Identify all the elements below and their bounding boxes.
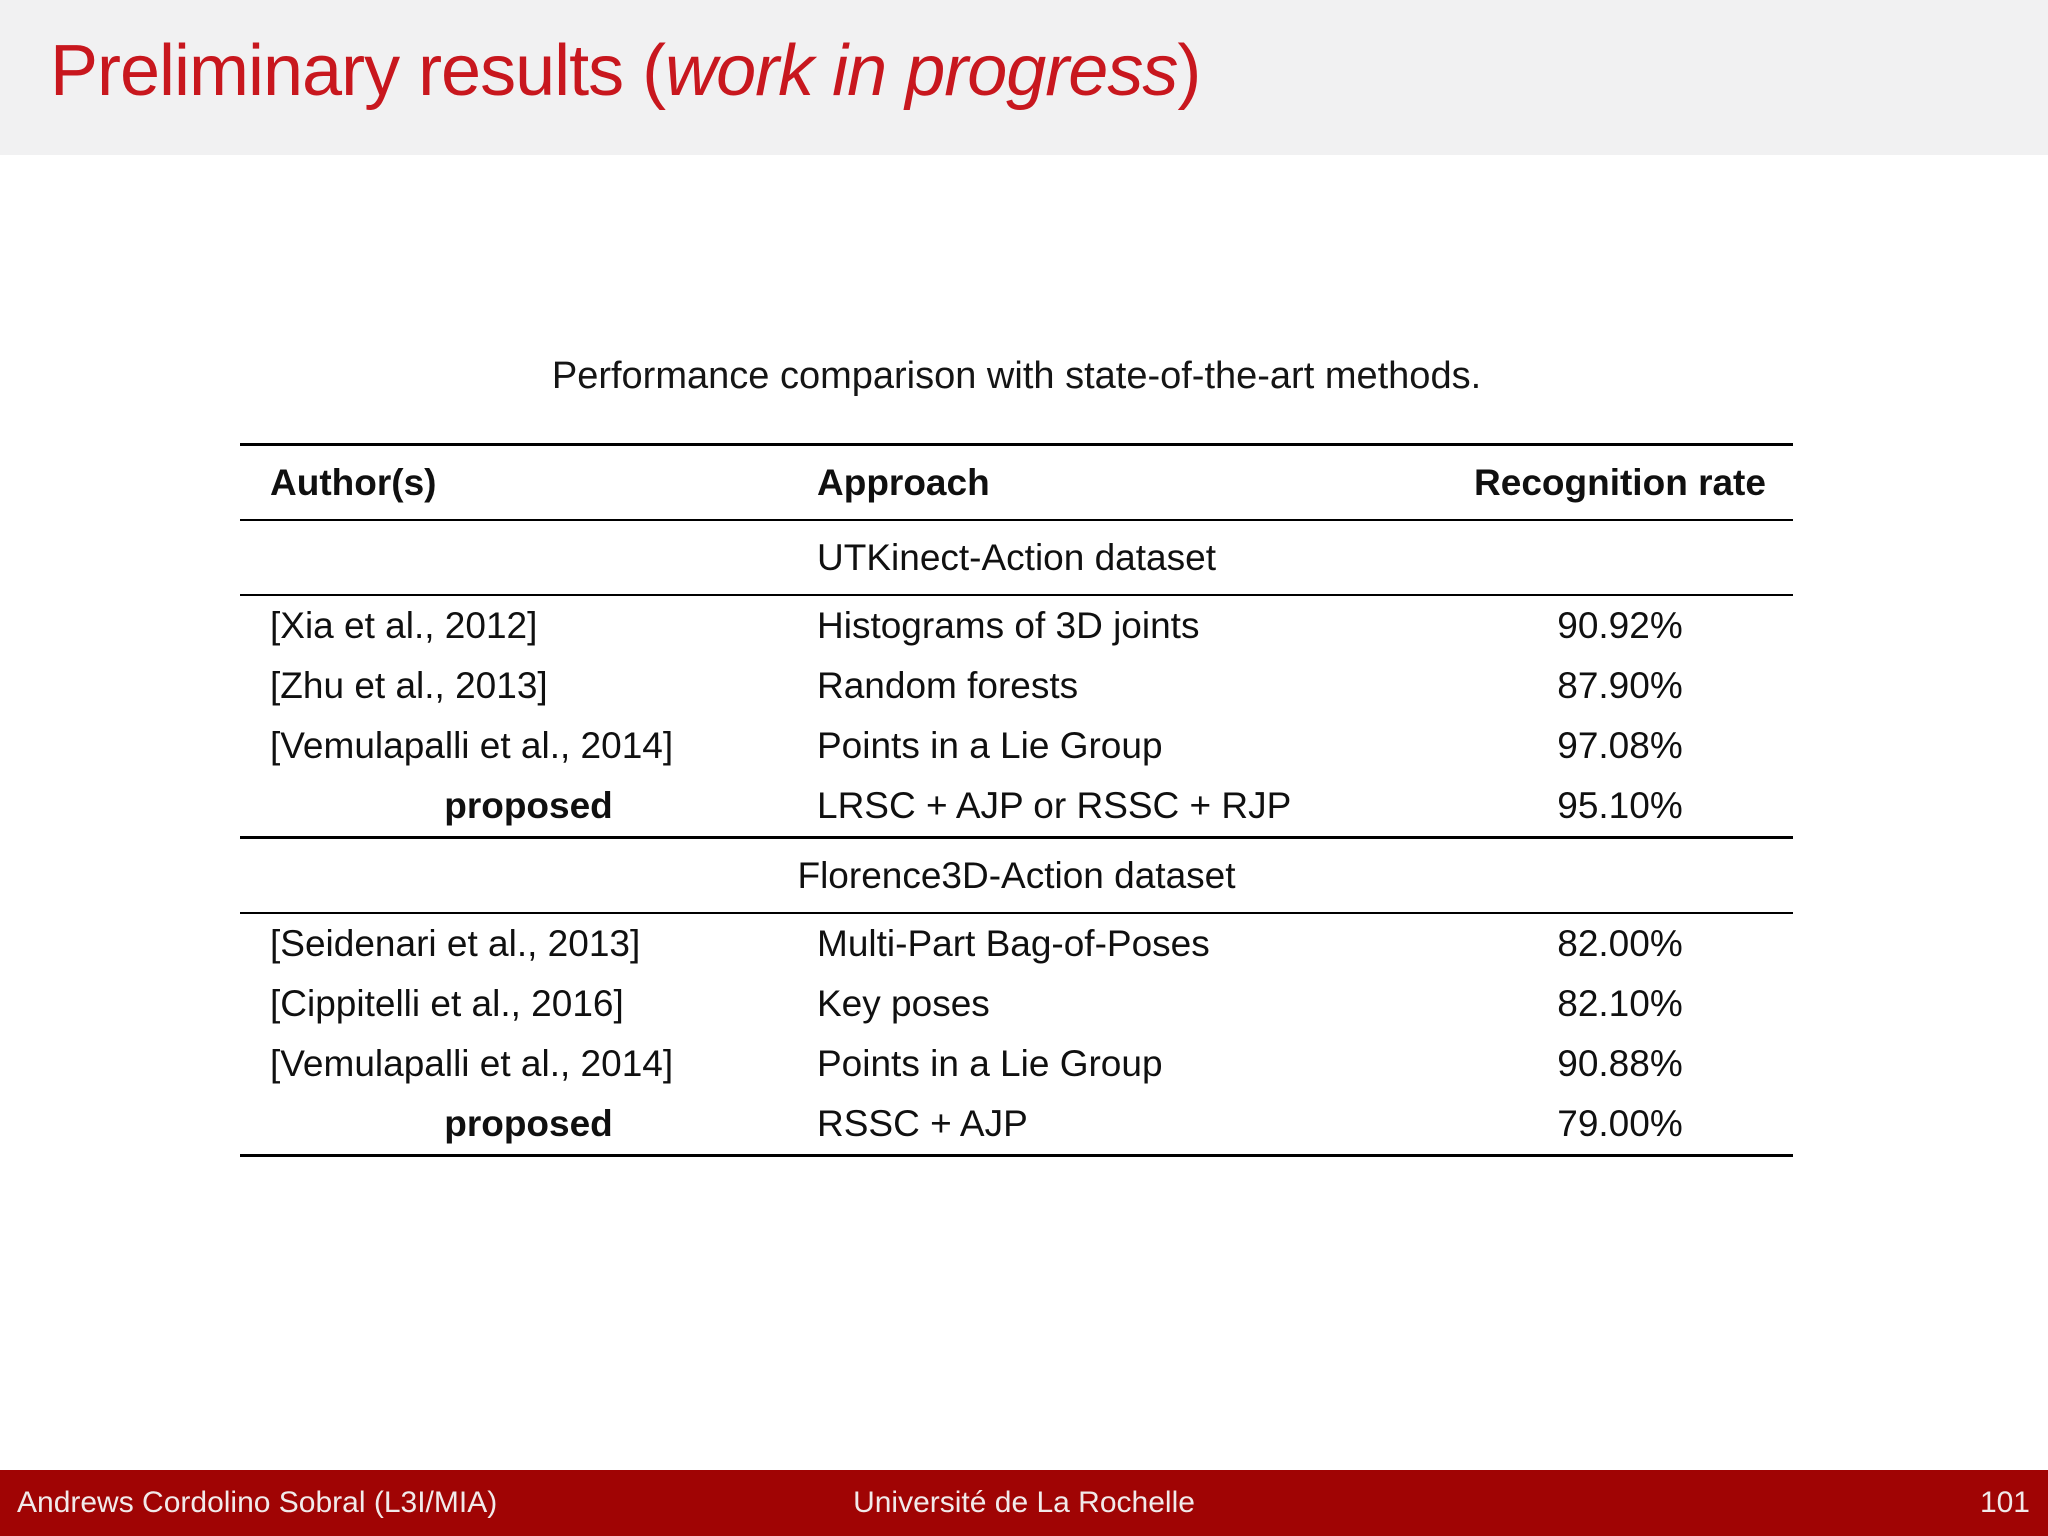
table-row-proposed: proposed LRSC + AJP or RSSC + RJP 95.10%: [240, 776, 1793, 836]
slide-title: Preliminary results (work in progress): [50, 30, 1201, 112]
table-caption: Performance comparison with state-of-the…: [551, 355, 1482, 397]
footer-bar: Andrews Cordolino Sobral (L3I/MIA) Unive…: [0, 1470, 2048, 1536]
table-row: [Zhu et al., 2013] Random forests 87.90%: [240, 656, 1793, 716]
cell-rate: 87.90%: [1557, 665, 1683, 706]
cell-approach: Random forests: [817, 665, 1079, 706]
table-header-row: Author(s) Approach Recognition rate: [240, 446, 1793, 519]
footer-author: Andrews Cordolino Sobral (L3I/MIA): [17, 1486, 498, 1519]
cell-rate: 95.10%: [1557, 785, 1683, 826]
cell-author: [Zhu et al., 2013]: [270, 665, 548, 706]
table-mid-rule: [240, 594, 1793, 596]
column-header-rate: Recognition rate: [1474, 461, 1766, 503]
cell-rate: 97.08%: [1557, 725, 1683, 766]
cell-approach: RSSC + AJP: [817, 1103, 1028, 1144]
results-table: Author(s) Approach Recognition rate UTKi…: [240, 443, 1793, 1157]
column-header-approach: Approach: [817, 461, 990, 503]
cell-author: [Xia et al., 2012]: [270, 605, 538, 646]
table-mid-rule: [240, 519, 1793, 521]
table-row: [Vemulapalli et al., 2014] Points in a L…: [240, 716, 1793, 776]
cell-author-proposed: proposed: [444, 1103, 613, 1144]
cell-approach: Key poses: [817, 983, 990, 1024]
cell-rate: 82.10%: [1557, 983, 1683, 1024]
section-title-utkinect: UTKinect-Action dataset: [817, 536, 1216, 578]
slide-title-emphasis: work in progress: [665, 31, 1178, 111]
table-bottom-rule: [240, 1154, 1793, 1157]
table-section-divider-rule: [240, 836, 1793, 839]
slide-title-prefix: Preliminary results (: [50, 31, 666, 111]
cell-rate: 90.88%: [1557, 1043, 1683, 1084]
table-row: [Cippitelli et al., 2016] Key poses 82.1…: [240, 974, 1793, 1034]
cell-author: [Vemulapalli et al., 2014]: [270, 1043, 674, 1084]
cell-rate: 82.00%: [1557, 923, 1683, 964]
column-header-authors: Author(s): [270, 461, 437, 503]
cell-rate: 90.92%: [1557, 605, 1683, 646]
table-row-proposed: proposed RSSC + AJP 79.00%: [240, 1094, 1793, 1154]
slide-title-suffix: ): [1177, 31, 1201, 111]
cell-author-proposed: proposed: [444, 785, 613, 826]
table-top-rule: [240, 443, 1793, 446]
cell-approach: Points in a Lie Group: [817, 725, 1163, 766]
table-row: [Vemulapalli et al., 2014] Points in a L…: [240, 1034, 1793, 1094]
cell-approach: Multi-Part Bag-of-Poses: [817, 923, 1210, 964]
footer-page-number: 101: [1979, 1486, 2030, 1519]
cell-author: [Seidenari et al., 2013]: [270, 923, 641, 964]
table-row: [Xia et al., 2012] Histograms of 3D join…: [240, 596, 1793, 656]
title-bar: Preliminary results (work in progress): [0, 0, 2048, 155]
cell-author: [Vemulapalli et al., 2014]: [270, 725, 674, 766]
footer-institute: Université de La Rochelle: [853, 1486, 1195, 1519]
table-row: [Seidenari et al., 2013] Multi-Part Bag-…: [240, 914, 1793, 974]
table-mid-rule: [240, 912, 1793, 914]
cell-author: [Cippitelli et al., 2016]: [270, 983, 624, 1024]
cell-approach: Points in a Lie Group: [817, 1043, 1163, 1084]
cell-approach: LRSC + AJP or RSSC + RJP: [817, 785, 1292, 826]
cell-rate: 79.00%: [1557, 1103, 1683, 1144]
section-title-florence3d: Florence3D-Action dataset: [797, 854, 1236, 896]
cell-approach: Histograms of 3D joints: [817, 605, 1200, 646]
